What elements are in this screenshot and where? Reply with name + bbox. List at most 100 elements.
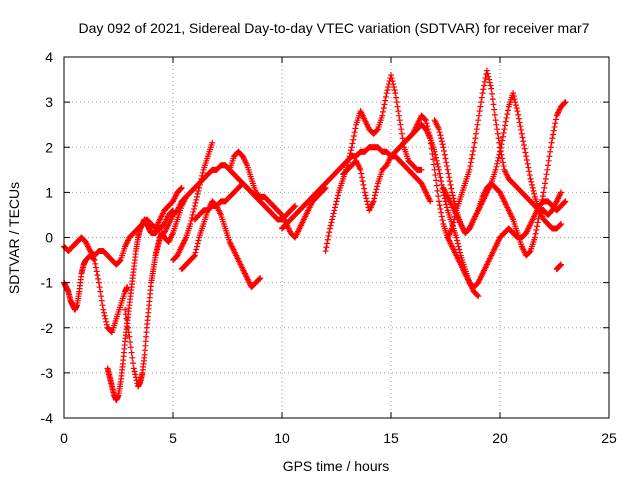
data-point <box>381 101 388 108</box>
data-point <box>194 190 201 197</box>
data-point <box>193 193 200 200</box>
series-track-o <box>440 99 569 259</box>
data-point <box>436 202 443 209</box>
data-point <box>130 360 137 367</box>
x-tick-label: 10 <box>274 430 290 446</box>
data-point <box>95 279 102 286</box>
data-point <box>542 180 549 187</box>
data-point <box>434 187 441 194</box>
data-point <box>526 172 533 179</box>
data-point <box>446 174 453 181</box>
data-point <box>529 184 536 191</box>
data-point <box>399 135 406 142</box>
data-point <box>457 249 464 256</box>
data-point <box>357 166 364 173</box>
data-point <box>483 67 490 74</box>
y-tick-label: 3 <box>45 94 53 110</box>
data-point <box>550 127 557 134</box>
data-point <box>544 166 551 173</box>
data-point <box>374 126 381 133</box>
data-point <box>467 159 474 166</box>
data-point <box>492 117 499 124</box>
data-point <box>523 157 530 164</box>
data-point <box>435 193 442 200</box>
data-point <box>99 302 106 309</box>
data-point <box>494 160 501 167</box>
data-point <box>426 132 433 139</box>
data-point <box>427 198 434 205</box>
data-point <box>333 198 340 205</box>
data-point <box>95 275 102 282</box>
data-point <box>390 84 397 91</box>
data-point <box>98 297 105 304</box>
data-point <box>124 324 131 331</box>
data-point <box>370 198 377 205</box>
data-point <box>488 85 495 92</box>
data-point <box>433 157 440 164</box>
data-point <box>393 99 400 106</box>
data-point <box>523 153 530 160</box>
data-point <box>364 198 371 205</box>
data-point <box>348 147 355 154</box>
data-point <box>516 119 523 126</box>
data-point <box>541 184 548 191</box>
data-point <box>515 111 522 118</box>
data-point <box>502 122 509 129</box>
data-point <box>372 192 379 199</box>
data-point <box>445 170 452 177</box>
data-point <box>209 139 216 146</box>
data-point <box>449 192 456 199</box>
data-point <box>492 166 499 173</box>
data-point <box>535 215 542 222</box>
data-point <box>466 166 473 173</box>
y-axis-label: SDTVAR / TECUs <box>6 182 22 294</box>
series-track-c <box>104 207 176 403</box>
x-axis-label: GPS time / hours <box>283 458 390 474</box>
data-point <box>472 135 479 142</box>
data-point <box>518 126 525 133</box>
data-point <box>93 268 100 275</box>
data-point <box>546 153 553 160</box>
series-track-q <box>553 261 565 273</box>
data-point <box>442 155 449 162</box>
data-point <box>558 261 565 268</box>
x-tick-label: 5 <box>169 430 177 446</box>
data-point <box>528 178 535 185</box>
data-point <box>191 202 198 209</box>
data-point <box>334 195 341 202</box>
data-point <box>473 126 480 133</box>
data-point <box>103 321 110 328</box>
data-point <box>478 94 485 101</box>
data-point <box>449 222 456 229</box>
data-point <box>433 177 440 184</box>
data-point <box>449 225 456 232</box>
data-point <box>547 144 554 151</box>
data-point <box>388 75 395 82</box>
data-point <box>521 145 528 152</box>
data-point <box>191 253 198 260</box>
data-point <box>497 145 504 152</box>
data-point <box>346 153 353 160</box>
data-point <box>326 225 333 232</box>
data-point <box>434 160 441 167</box>
data-point <box>187 220 194 227</box>
series-track-f <box>170 139 216 264</box>
data-point <box>177 185 184 192</box>
data-point <box>122 311 129 318</box>
data-point <box>329 216 336 223</box>
data-point <box>116 257 123 264</box>
data-point <box>532 230 539 237</box>
data-point <box>348 144 355 151</box>
x-tick-label: 20 <box>492 430 508 446</box>
data-point <box>493 121 500 128</box>
data-point <box>425 126 432 133</box>
data-point <box>358 174 365 181</box>
data-point <box>531 234 538 241</box>
data-point <box>512 99 519 106</box>
data-point <box>558 220 565 227</box>
data-point <box>440 144 447 151</box>
data-point <box>522 149 529 156</box>
data-point <box>398 126 405 133</box>
data-point <box>528 181 535 188</box>
